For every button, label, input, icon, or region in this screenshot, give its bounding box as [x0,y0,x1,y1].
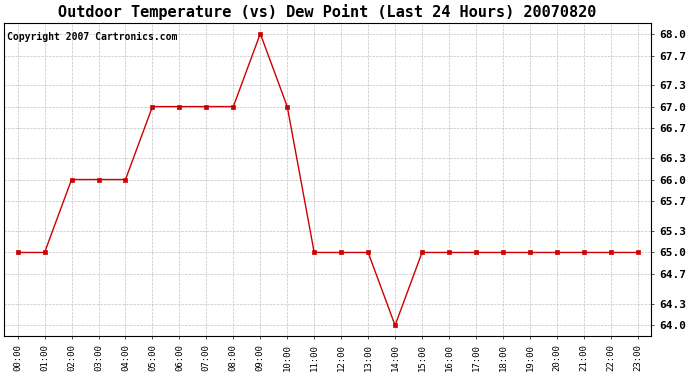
Text: Copyright 2007 Cartronics.com: Copyright 2007 Cartronics.com [8,32,178,42]
Title: Outdoor Temperature (vs) Dew Point (Last 24 Hours) 20070820: Outdoor Temperature (vs) Dew Point (Last… [59,4,597,20]
